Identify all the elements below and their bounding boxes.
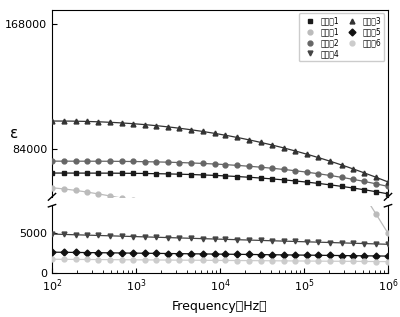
Legend: 实施例1, 对比例1, 实施例2, 实施例4, 实施例3, 实施例5, 实施例6: 实施例1, 对比例1, 实施例2, 实施例4, 实施例3, 实施例5, 实施例6 <box>298 13 384 61</box>
X-axis label: Frequency（Hz）: Frequency（Hz） <box>172 300 268 313</box>
Text: ε: ε <box>10 126 18 141</box>
